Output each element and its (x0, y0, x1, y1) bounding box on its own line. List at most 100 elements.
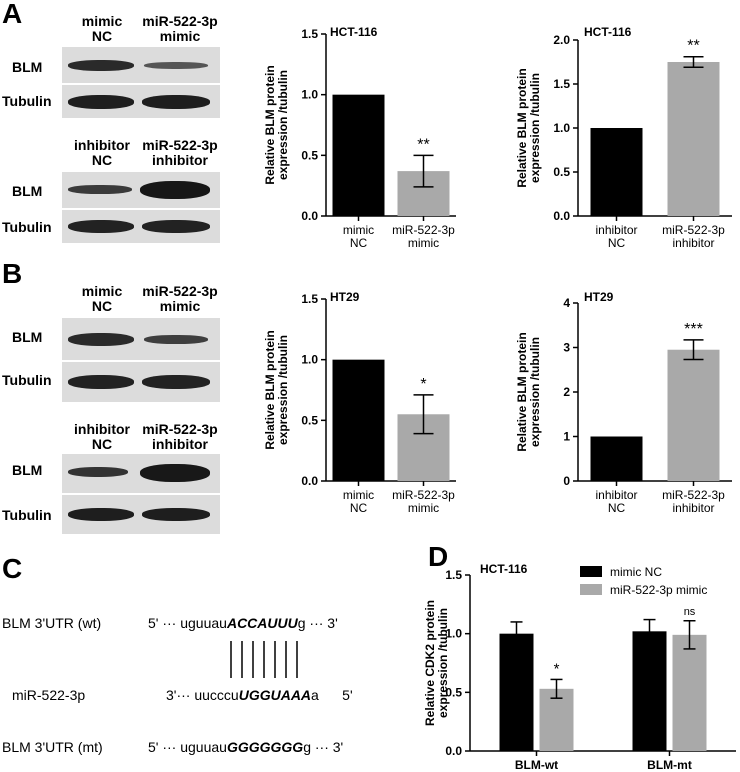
bar (332, 359, 385, 481)
blot-a-mimic-blm (62, 47, 220, 83)
legend-label: miR-522-3p mimic (610, 583, 707, 597)
y-tick-label: 1.5 (301, 292, 318, 306)
chart-d-cdk2: 0.0 0.5 1.0 1.5 HCT-116 Relative CDK2 protein… (423, 562, 736, 772)
blot-b-mimic-tubulin (62, 362, 220, 402)
seq-mt: 5' ··· uguuauGGGGGGGg ··· 3' (148, 739, 344, 755)
y-axis-label: Relative BLM proteinexpression /tubulin (515, 332, 542, 451)
y-tick-label: 0.5 (553, 165, 570, 179)
y-tick-label: 1.5 (553, 77, 570, 91)
chart-title: HCT-116 (584, 25, 632, 39)
seq-wt: 5' ··· uguuauACCAUUUg ··· 3' (148, 615, 338, 631)
row-label-blm: BLM (12, 329, 43, 345)
y-tick-label: 0 (563, 474, 570, 488)
bar (590, 128, 643, 216)
bar (590, 436, 643, 481)
blot-b-mimic-blm (62, 318, 220, 360)
x-tick-label: inhibitor NC (595, 488, 637, 515)
y-tick-label: 1 (563, 430, 570, 444)
significance-mark: * (420, 376, 426, 393)
blot-a-inhibitor-tubulin (62, 210, 220, 243)
y-tick-label: 3 (563, 341, 570, 355)
seq-mir: 3'··· uucccuUGGUAAAa 5' (166, 687, 353, 703)
significance-mark: ** (687, 38, 699, 55)
row-label-tubulin: Tubulin (2, 93, 52, 109)
y-axis-label: Relative BLM proteinexpression /tubulin (263, 330, 290, 449)
bar (499, 633, 534, 751)
y-tick-label: 0.0 (553, 209, 570, 223)
x-tick-label: miR-522-3p inhibitor (662, 488, 725, 515)
y-tick-label: 1.5 (301, 27, 318, 41)
row-label-tubulin: Tubulin (2, 219, 52, 235)
chart-title: HCT-116 (480, 562, 528, 576)
significance-mark: ** (417, 136, 429, 153)
x-tick-label: mimic NC (343, 223, 374, 250)
chart-b-ht29-inhibitor: 0 1 2 3 4 HT29 Relative BLM proteinexpression … (515, 290, 732, 515)
x-tick-label: mimic NC (343, 488, 374, 515)
lane-label-inhibitor-nc: inhibitor NC (74, 137, 130, 168)
seq-mir-label: miR-522-3p (12, 687, 86, 703)
y-tick-label: 0.0 (445, 744, 462, 758)
panel-letter-b: B (2, 258, 23, 289)
x-tick-label: miR-522-3p mimic (392, 488, 455, 515)
y-tick-label: 1.0 (445, 627, 462, 641)
chart-a-hct116-inhibitor: 0.0 0.5 1.0 1.5 2.0 HCT-116 Relative BLM prote… (515, 25, 732, 250)
row-label-blm: BLM (12, 183, 43, 199)
lane-label-mir-inhibitor: miR-522-3p inhibitor (142, 421, 218, 452)
panel-letter-d: D (428, 541, 449, 572)
seed-pairing-lines (230, 641, 298, 678)
legend-label: mimic NC (610, 565, 662, 579)
lane-label-mir-inhibitor: miR-522-3p inhibitor (142, 137, 218, 168)
significance-mark: *** (684, 321, 703, 338)
row-label-blm: BLM (12, 462, 43, 478)
seq-wt-label: BLM 3'UTR (wt) (2, 615, 102, 631)
bar (632, 631, 667, 751)
legend-swatch (580, 584, 602, 595)
row-label-tubulin: Tubulin (2, 372, 52, 388)
y-tick-label: 1.0 (301, 353, 318, 367)
x-tick-label: miR-522-3p mimic (392, 223, 455, 250)
y-axis-label: Relative CDK2 proteinexpression /tubulin (423, 600, 450, 726)
y-tick-label: 2 (563, 385, 570, 399)
row-label-blm: BLM (12, 59, 43, 75)
y-tick-label: 0.0 (301, 474, 318, 488)
lane-label-mir-mimic: miR-522-3p mimic (142, 283, 218, 314)
x-tick-label: inhibitor NC (595, 223, 637, 250)
blot-a-inhibitor-blm (62, 172, 220, 208)
y-axis-label: Relative BLM proteinexpression /tubulin (263, 65, 290, 184)
x-tick-label: BLM-mt (647, 758, 692, 772)
panel-letter-c: C (2, 553, 23, 584)
bar (332, 94, 385, 216)
blot-b-inhibitor-blm (62, 454, 220, 493)
lane-label-mir-mimic: miR-522-3p mimic (142, 13, 218, 44)
chart-title: HT29 (330, 290, 360, 304)
blot-a-mimic-tubulin (62, 85, 220, 118)
legend-swatch (580, 566, 602, 577)
x-tick-label: miR-522-3p inhibitor (662, 223, 725, 250)
chart-title: HCT-116 (330, 25, 378, 39)
y-tick-label: 4 (563, 296, 570, 310)
y-tick-label: 0.5 (301, 148, 318, 162)
bar (539, 688, 574, 751)
blot-b-inhibitor-tubulin (62, 495, 220, 534)
y-tick-label: 1.0 (301, 88, 318, 102)
y-tick-label: 1.5 (445, 568, 462, 582)
lane-label-mimic-nc: mimic NC (81, 13, 123, 44)
row-label-tubulin: Tubulin (2, 507, 52, 523)
chart-title: HT29 (584, 290, 614, 304)
chart-a-hct116-mimic: 0.0 0.5 1.0 1.5 HCT-116 Relative BLM proteine… (263, 25, 456, 250)
bar (672, 634, 707, 751)
chart-b-ht29-mimic: 0.0 0.5 1.0 1.5 HT29 Relative BLM proteinexpr… (263, 290, 456, 515)
y-tick-label: 2.0 (553, 33, 570, 47)
y-tick-label: 0.5 (445, 685, 462, 699)
panel-letter-a: A (2, 0, 23, 29)
seq-mt-label: BLM 3'UTR (mt) (2, 739, 103, 755)
lane-label-mimic-nc: mimic NC (81, 283, 123, 314)
significance-mark: ns (684, 606, 696, 618)
y-tick-label: 0.0 (301, 209, 318, 223)
lane-label-inhibitor-nc: inhibitor NC (74, 421, 130, 452)
y-tick-label: 0.5 (301, 413, 318, 427)
x-tick-label: BLM-wt (515, 758, 558, 772)
y-tick-label: 1.0 (553, 121, 570, 135)
y-axis-label: Relative BLM proteinexpression /tubulin (515, 68, 542, 187)
significance-mark: * (554, 660, 560, 677)
